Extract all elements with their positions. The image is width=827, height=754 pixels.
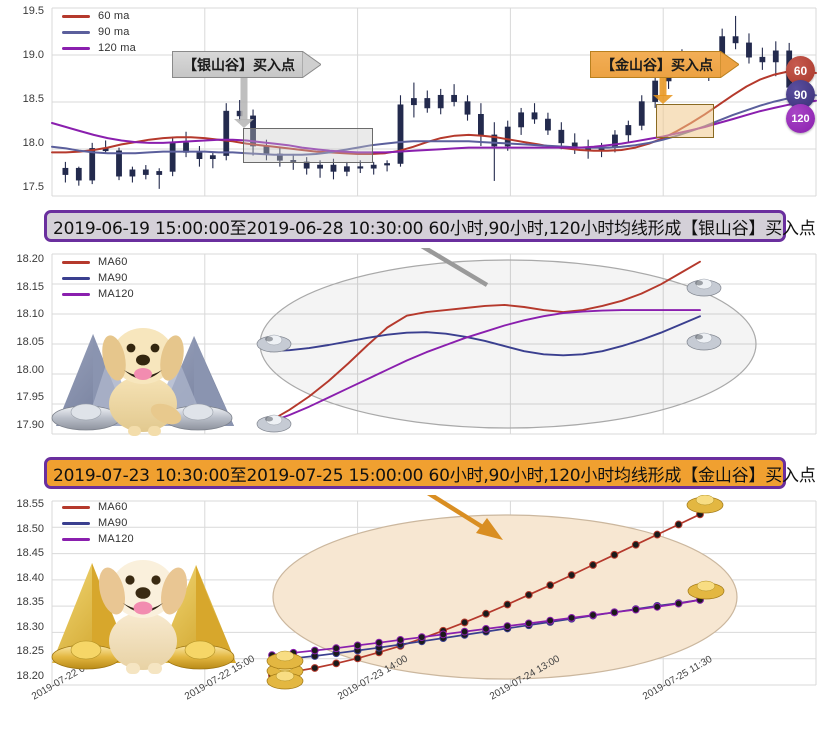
bot-chart-legend-item[interactable]: MA60	[62, 499, 134, 515]
legend-line-swatch-icon	[62, 537, 90, 541]
mid-chart-legend-item[interactable]: MA60	[62, 254, 134, 270]
mid-y-tick: 17.90	[16, 419, 44, 431]
gold-valley-plot	[51, 495, 817, 690]
down-arrow-icon	[653, 78, 673, 104]
legend-line-swatch-icon	[62, 521, 90, 525]
legend-label: MA90	[98, 517, 128, 529]
mid-line-MA90	[269, 315, 701, 357]
legend-label: MA120	[98, 288, 134, 300]
silver-ingot-icon	[256, 414, 292, 433]
gold-valley-panel: 18.55 18.50 18.45 18.40 18.35 18.30 18.25 18.20…	[0, 495, 827, 703]
silver-mountain-dog-illustration	[38, 286, 253, 446]
mid-y-tick: 18.00	[16, 363, 44, 376]
top-y-tick: 19.5	[22, 5, 44, 17]
gold-valley-legend: MA60 MA90 MA120	[62, 499, 134, 547]
top-y-tick: 17.5	[22, 181, 44, 193]
callout-arrow-tip-icon	[302, 51, 321, 78]
top-chart-legend-item[interactable]: 90 ma	[62, 24, 136, 40]
grid-lines	[51, 7, 817, 197]
silver-valley-callout-label: 【银山谷】买入点	[183, 57, 295, 74]
top-y-axis: 19.5 19.0 18.5 18.0 17.5	[0, 0, 52, 206]
gold-valley-zone-box	[656, 104, 714, 138]
bot-chart-legend-item[interactable]: MA90	[62, 515, 134, 531]
bot-y-tick: 18.25	[16, 645, 44, 658]
mid-y-tick: 18.05	[16, 336, 44, 348]
gold-ingot-icon	[686, 495, 724, 514]
silver-valley-panel: 18.20 18.15 18.10 18.05 18.00 17.95 17.90 MA60…	[0, 248, 827, 453]
legend-label: 120 ma	[98, 42, 136, 54]
legend-label: MA60	[98, 501, 128, 513]
silver-valley-title-banner: 2019-06-19 15:00:00至2019-06-28 10:30:00 …	[44, 210, 816, 242]
bot-y-tick: 18.40	[16, 571, 44, 584]
ma120-badge[interactable]: 120	[786, 104, 815, 133]
top-y-tick: 18.0	[22, 137, 44, 149]
orange-ellipse-highlight	[272, 514, 738, 680]
mid-y-tick: 18.15	[16, 280, 44, 293]
mid-line-MA60	[269, 260, 701, 423]
silver-valley-plot	[51, 248, 817, 435]
legend-label: MA90	[98, 272, 128, 284]
gold-valley-title-text: 2019-07-23 10:30:00至2019-07-25 15:00:00 …	[53, 465, 816, 486]
mid-line-MA120	[269, 309, 701, 424]
gold-valley-callout-label: 【金山谷】买入点	[601, 57, 713, 74]
legend-line-swatch-icon	[62, 14, 90, 18]
legend-line-swatch-icon	[62, 46, 90, 50]
top-y-tick: 18.5	[22, 93, 44, 105]
legend-label: MA120	[98, 533, 134, 545]
bot-y-tick: 18.30	[16, 620, 44, 633]
legend-label: MA60	[98, 256, 128, 268]
legend-label: 60 ma	[98, 10, 130, 22]
top-chart-legend-item[interactable]: 60 ma	[62, 8, 136, 24]
bot-chart-legend-item[interactable]: MA120	[62, 531, 134, 547]
top-candlestick-panel: 19.5 19.0 18.5 18.0 17.5 60 ma 90 ma 120 ma 【银…	[0, 0, 827, 206]
bot-line-MA120-markers	[268, 596, 704, 660]
legend-line-swatch-icon	[62, 30, 90, 34]
bot-y-tick: 18.35	[16, 596, 44, 609]
gold-ingot-icon	[266, 650, 304, 670]
gray-diagonal-arrow-icon	[420, 248, 489, 287]
silver-ingot-icon	[256, 334, 292, 353]
gold-ingot-icon	[266, 670, 304, 690]
gold-valley-callout[interactable]: 【金山谷】买入点	[590, 51, 739, 78]
silver-valley-callout[interactable]: 【银山谷】买入点	[172, 51, 321, 78]
legend-line-swatch-icon	[62, 260, 90, 264]
mid-y-tick: 17.95	[16, 391, 44, 404]
silver-valley-legend: MA60 MA90 MA120	[62, 254, 134, 302]
bot-y-axis: 18.55 18.50 18.45 18.40 18.35 18.30 18.25 18.20	[0, 495, 52, 695]
mid-y-tick: 18.10	[16, 308, 44, 321]
bot-y-tick: 18.20	[16, 670, 44, 682]
silver-ingot-icon	[686, 278, 722, 297]
legend-label: 90 ma	[98, 26, 130, 38]
top-chart-legend-item[interactable]: 120 ma	[62, 40, 136, 56]
silver-valley-title-text: 2019-06-19 15:00:00至2019-06-28 10:30:00 …	[53, 218, 816, 239]
legend-line-swatch-icon	[62, 292, 90, 296]
silver-valley-zone-box	[243, 128, 373, 163]
top-y-tick: 19.0	[22, 49, 44, 61]
gold-ingot-icon	[687, 580, 725, 600]
legend-line-swatch-icon	[62, 276, 90, 280]
mid-chart-legend-item[interactable]: MA120	[62, 286, 134, 302]
bot-y-tick: 18.55	[16, 498, 44, 510]
orange-diagonal-arrow-icon	[426, 495, 503, 540]
callout-arrow-tip-icon	[720, 51, 739, 78]
gold-valley-title-banner: 2019-07-23 10:30:00至2019-07-25 15:00:00 …	[44, 457, 816, 489]
mid-chart-legend-item[interactable]: MA90	[62, 270, 134, 286]
gold-mountain-dog-illustration	[38, 521, 253, 686]
down-arrow-icon	[234, 78, 254, 128]
legend-line-swatch-icon	[62, 505, 90, 509]
top-chart-legend: 60 ma 90 ma 120 ma	[62, 8, 136, 56]
mid-y-tick: 18.20	[16, 253, 44, 265]
bot-y-tick: 18.50	[16, 522, 44, 535]
silver-ingot-icon	[686, 332, 722, 351]
bot-y-tick: 18.45	[16, 547, 44, 560]
mid-y-axis: 18.20 18.15 18.10 18.05 18.00 17.95 17.90	[0, 248, 52, 453]
